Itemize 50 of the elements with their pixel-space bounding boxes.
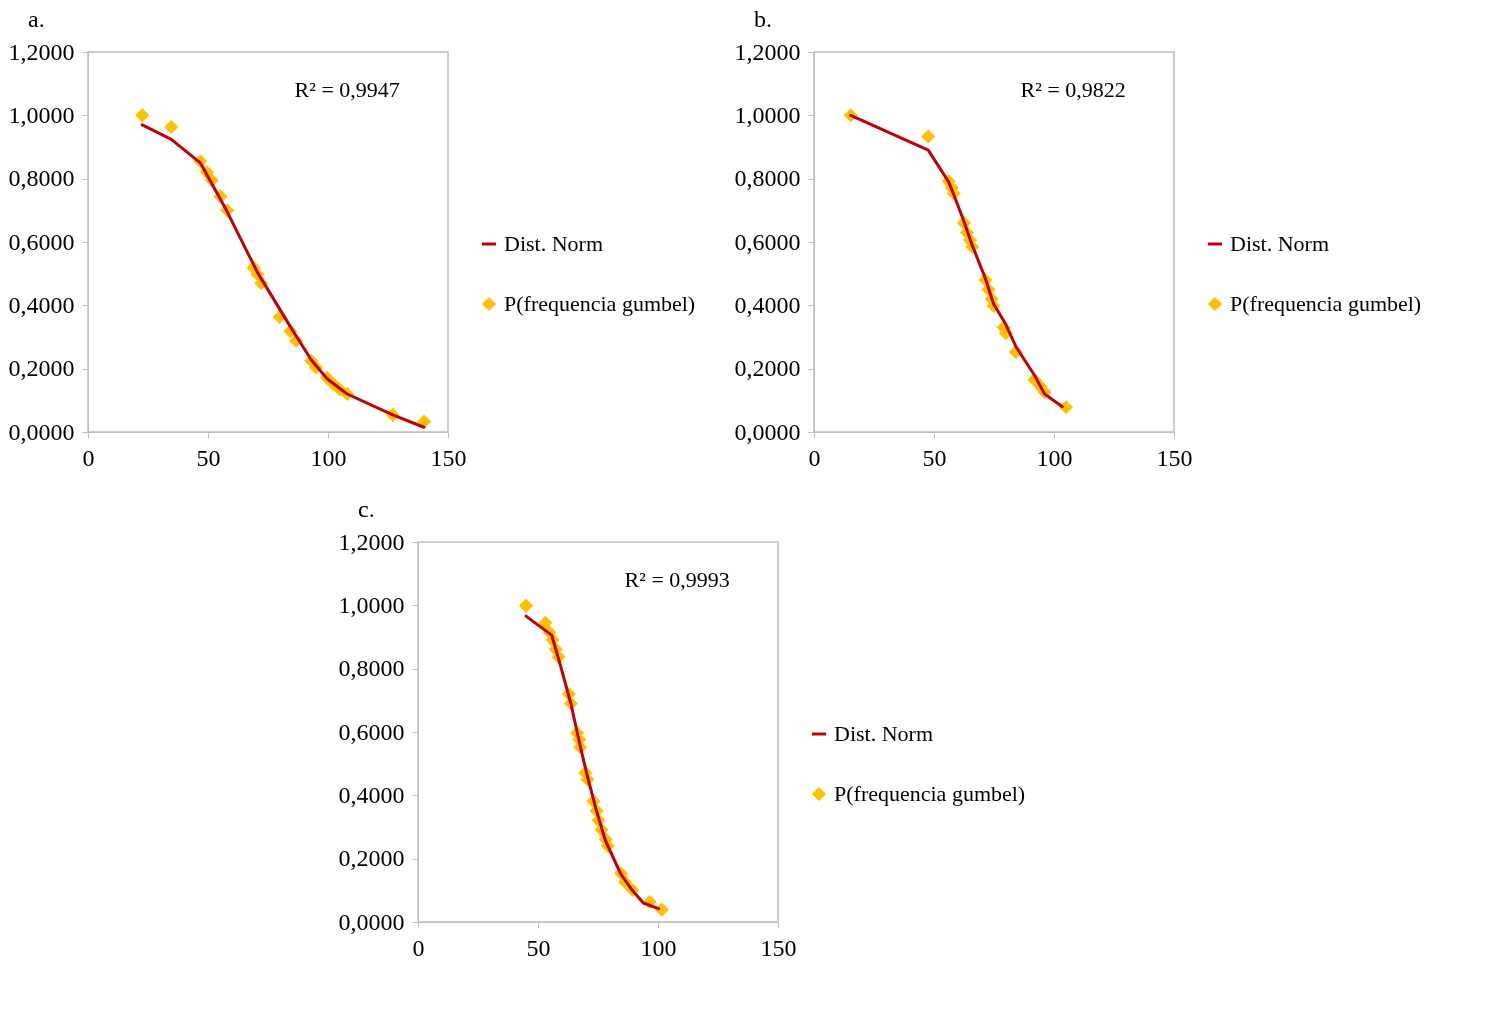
y-tick-label: 1,2000 <box>734 38 801 65</box>
y-tick-label: 1,0000 <box>734 101 801 128</box>
x-tick-label: 0 <box>82 444 95 471</box>
y-tick-label: 1,2000 <box>338 528 405 555</box>
x-tick-label: 50 <box>922 444 947 471</box>
annotation: R² = 0,9947 <box>294 77 400 102</box>
x-tick-label: 100 <box>310 444 347 471</box>
y-tick-label: 0,8000 <box>338 655 405 682</box>
y-tick-label: 0,0000 <box>8 418 75 445</box>
chart-title: a. <box>28 6 45 32</box>
y-tick-label: 1,0000 <box>338 591 405 618</box>
y-tick-label: 0,0000 <box>338 908 405 935</box>
y-tick-label: 0,2000 <box>338 845 405 872</box>
legend-label: P(frequencia gumbel) <box>834 781 1026 806</box>
y-tick-label: 1,2000 <box>8 38 75 65</box>
y-tick-label: 0,6000 <box>338 718 405 745</box>
x-tick-label: 50 <box>526 934 551 961</box>
point <box>135 108 150 123</box>
point <box>538 615 553 630</box>
y-tick-label: 0,6000 <box>734 228 801 255</box>
y-tick-label: 0,6000 <box>8 228 75 255</box>
legend-label: Dist. Norm <box>504 231 603 256</box>
x-tick-label: 50 <box>196 444 221 471</box>
chart-title: c. <box>358 496 375 522</box>
legend-label: Dist. Norm <box>834 721 933 746</box>
y-tick-label: 0,0000 <box>734 418 801 445</box>
y-tick-label: 0,4000 <box>734 291 801 318</box>
point <box>518 598 534 613</box>
legend-label: P(frequencia gumbel) <box>504 291 696 316</box>
chart-title: b. <box>754 6 772 32</box>
point <box>164 119 179 135</box>
y-tick-label: 1,0000 <box>8 101 75 128</box>
y-tick-label: 0,2000 <box>8 355 75 382</box>
annotation: R² = 0,9822 <box>1020 77 1126 102</box>
x-tick-label: 150 <box>760 934 797 961</box>
annotation: R² = 0,9993 <box>624 567 730 592</box>
x-tick-label: 0 <box>808 444 821 471</box>
x-tick-label: 100 <box>1036 444 1073 471</box>
point <box>921 129 936 144</box>
y-tick-label: 0,8000 <box>734 165 801 192</box>
x-tick-label: 150 <box>430 444 467 471</box>
x-tick-label: 100 <box>640 934 677 961</box>
legend-label: Dist. Norm <box>1230 231 1329 256</box>
y-tick-label: 0,8000 <box>8 165 75 192</box>
y-tick-label: 0,4000 <box>8 291 75 318</box>
x-tick-label: 0 <box>412 934 425 961</box>
legend-label: P(frequencia gumbel) <box>1230 291 1422 316</box>
y-tick-label: 0,2000 <box>734 355 801 382</box>
y-tick-label: 0,4000 <box>338 781 405 808</box>
x-tick-label: 150 <box>1156 444 1193 471</box>
